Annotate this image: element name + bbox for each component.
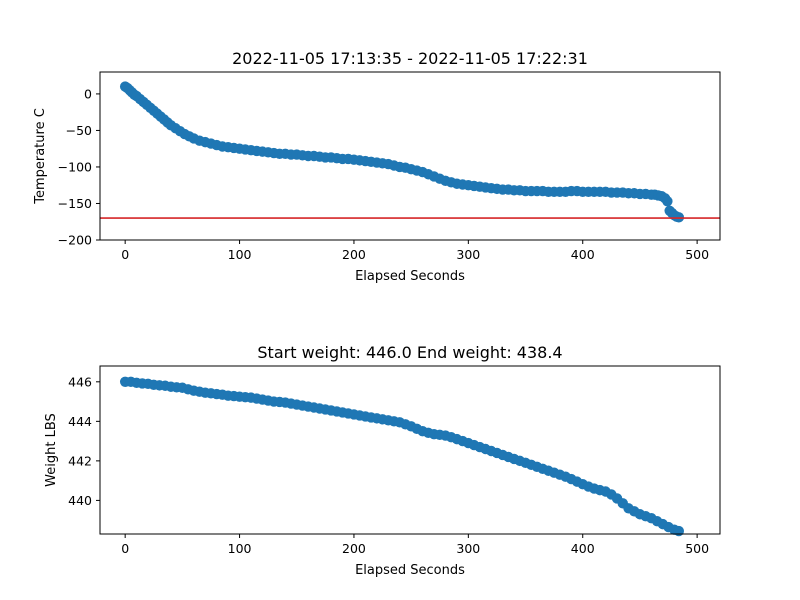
- temperature-plot-frame: [99, 71, 721, 241]
- temperature-x-axis-label: Elapsed Seconds: [355, 269, 465, 284]
- temperature-y-tick-label: −150: [58, 196, 92, 211]
- weight-chart-marks: [119, 376, 685, 537]
- temperature-y-tick-label: −100: [58, 159, 92, 174]
- weight-y-axis-label: Weight LBS: [44, 413, 59, 487]
- weight-x-tick-label: 0: [121, 541, 129, 556]
- temperature-x-tick-label: 0: [121, 247, 129, 262]
- weight-y-tick-label: 446: [68, 374, 92, 389]
- temperature-x-ticks: 0 100 200 300 400 500: [121, 240, 709, 262]
- temperature-x-tick-label: 100: [228, 247, 252, 262]
- weight-x-tick-label: 400: [571, 541, 595, 556]
- weight-chart: Start weight: 446.0 End weight: 438.4 0 1…: [44, 343, 721, 578]
- weight-y-ticks: 440 442 444 446: [68, 374, 100, 508]
- weight-x-axis-label: Elapsed Seconds: [355, 563, 465, 578]
- weight-x-tick-label: 300: [456, 541, 480, 556]
- weight-chart-title: Start weight: 446.0 End weight: 438.4: [257, 343, 562, 362]
- temperature-x-tick-label: 200: [342, 247, 366, 262]
- temperature-y-tick-label: −200: [58, 233, 92, 248]
- temperature-x-tick-label: 500: [685, 247, 709, 262]
- temperature-chart-marks: [100, 81, 720, 223]
- temperature-chart: 2022-11-05 17:13:35 - 2022-11-05 17:22:3…: [33, 49, 721, 284]
- temperature-y-tick-label: −50: [66, 123, 92, 138]
- temperature-y-ticks: 0 −50 −100 −150 −200: [58, 86, 100, 248]
- temperature-y-axis-label: Temperature C: [33, 108, 48, 205]
- weight-data-point: [673, 525, 685, 537]
- weight-y-tick-label: 444: [68, 414, 92, 429]
- temperature-x-tick-label: 300: [456, 247, 480, 262]
- temperature-chart-title: 2022-11-05 17:13:35 - 2022-11-05 17:22:3…: [232, 49, 588, 68]
- temperature-x-tick-label: 400: [571, 247, 595, 262]
- weight-x-tick-label: 200: [342, 541, 366, 556]
- weight-x-ticks: 0 100 200 300 400 500: [121, 534, 709, 556]
- temperature-data-point: [662, 196, 673, 207]
- weight-x-tick-label: 500: [685, 541, 709, 556]
- weight-plot-frame: [99, 365, 721, 535]
- weight-y-tick-label: 442: [68, 453, 92, 468]
- weight-x-tick-label: 100: [228, 541, 252, 556]
- temperature-y-tick-label: 0: [84, 86, 92, 101]
- weight-y-tick-label: 440: [68, 493, 92, 508]
